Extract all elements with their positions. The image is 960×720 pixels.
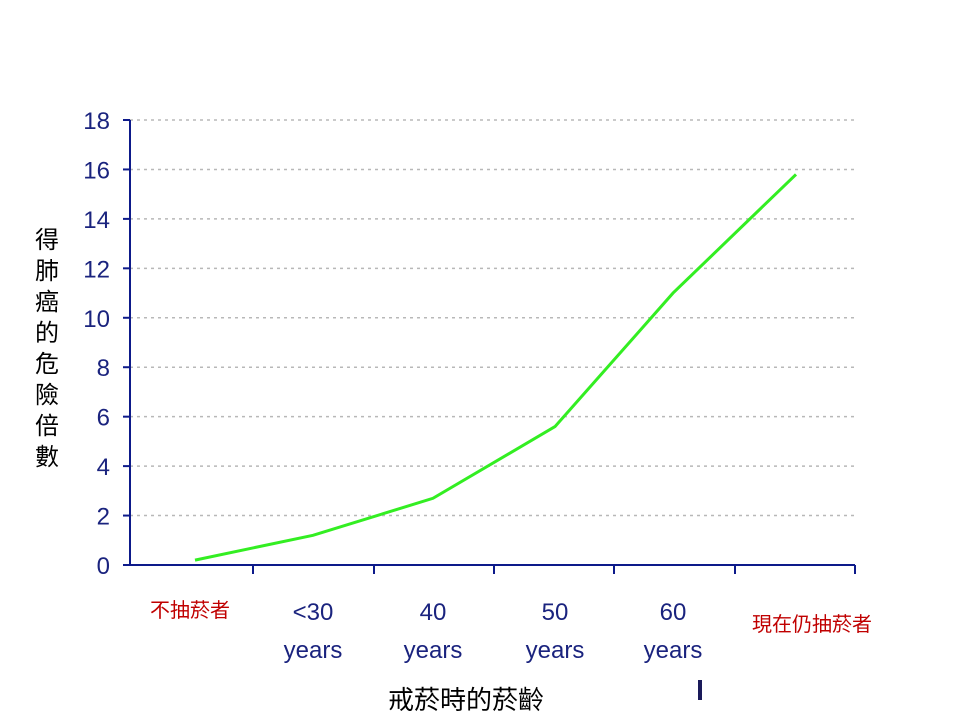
y-axis-label-char: 肺 — [35, 257, 59, 285]
y-tick-label: 10 — [83, 306, 110, 333]
y-axis-label-char: 危 — [35, 350, 59, 378]
y-tick-label: 2 — [97, 504, 110, 531]
right-category-label: 現在仍抽菸者 — [752, 612, 872, 636]
x-tick-label: <30 — [293, 599, 334, 626]
x-tick-label: 50 — [542, 599, 569, 626]
y-tick-label: 12 — [83, 256, 110, 283]
y-tick-label: 0 — [97, 553, 110, 580]
x-tick-label: years — [284, 637, 343, 664]
x-tick-label: 40 — [420, 599, 447, 626]
y-tick-label: 16 — [83, 157, 110, 184]
y-tick-label: 4 — [97, 454, 110, 481]
y-tick-label: 18 — [83, 108, 110, 135]
series-line — [194, 173, 798, 562]
x-tick-labels: <30 years 40 years 50 years 60 years — [284, 599, 703, 664]
left-category-label: 不抽菸者 — [150, 598, 230, 622]
x-axis-label: 戒菸時的菸齡 — [388, 686, 545, 716]
y-tick-labels: 0 2 4 6 8 10 12 14 16 18 — [83, 108, 110, 580]
x-tick-label: years — [526, 637, 585, 664]
y-tick-label: 6 — [97, 405, 110, 432]
axes — [123, 119, 856, 574]
y-axis-label-char: 倍 — [35, 412, 59, 440]
gridlines — [130, 119, 855, 517]
y-axis-label-char: 得 — [35, 226, 59, 254]
y-axis-label-char: 癌 — [35, 288, 59, 316]
x-tick-label: years — [404, 637, 463, 664]
y-tick-label: 14 — [83, 207, 110, 234]
stray-mark — [698, 680, 702, 700]
x-tick-label: years — [644, 637, 703, 664]
y-axis-label-char: 的 — [35, 319, 59, 347]
y-axis-label-char: 數 — [35, 443, 59, 471]
y-tick-label: 8 — [97, 355, 110, 382]
x-tick-label: 60 — [660, 599, 687, 626]
y-axis-label-char: 險 — [35, 381, 59, 409]
